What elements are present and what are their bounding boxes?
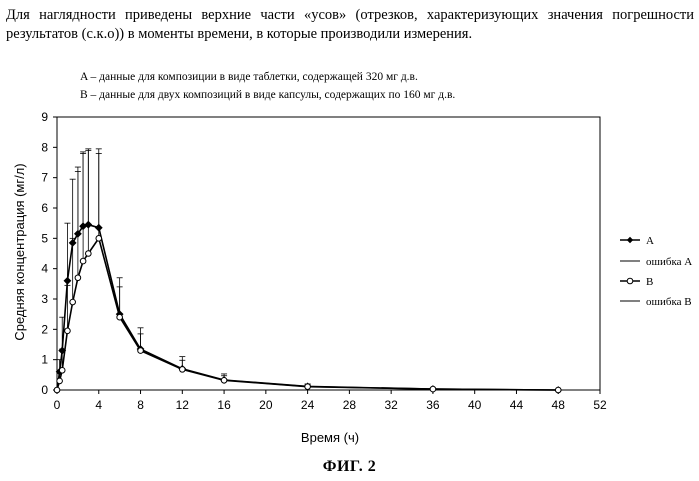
legend: Aошибка A Bошибка B — [620, 235, 692, 308]
series-markers — [54, 221, 562, 393]
data-point-b — [117, 314, 123, 320]
y-tick-label: 9 — [41, 110, 48, 124]
data-point-a — [96, 225, 102, 231]
x-tick-label: 32 — [384, 398, 398, 412]
legend-marker-a — [627, 237, 633, 243]
data-point-b — [65, 328, 71, 334]
legend-marker-b — [627, 278, 633, 284]
data-point-b — [57, 378, 63, 384]
legend-label: A — [646, 235, 654, 247]
series-lines — [57, 225, 558, 390]
y-tick-label: 5 — [41, 231, 48, 245]
x-tick-label: 52 — [593, 398, 607, 412]
data-point-b — [59, 367, 65, 373]
data-point-b — [80, 258, 86, 264]
y-tick-label: 0 — [41, 383, 48, 397]
x-tick-label: 20 — [259, 398, 273, 412]
x-tick-label: 28 — [343, 398, 357, 412]
data-point-b — [54, 387, 60, 393]
y-axis-title: Средняя концентрация (мг/л) — [12, 163, 27, 340]
y-tick-label: 8 — [41, 140, 48, 154]
legend-label: ошибка B — [646, 296, 692, 308]
data-point-b — [75, 275, 81, 281]
legend-label: B — [646, 276, 653, 288]
legend-label: ошибка A — [646, 256, 692, 268]
error-bars — [57, 149, 436, 389]
y-tick-label: 4 — [41, 262, 48, 276]
series-line-a — [57, 225, 558, 390]
x-tick-label: 12 — [176, 398, 190, 412]
x-axis-title: Время (ч) — [301, 430, 359, 445]
data-point-b — [305, 384, 311, 390]
x-tick-label: 36 — [426, 398, 440, 412]
y-axis: 0 1 2 3 4 5 6 7 8 9 — [41, 110, 57, 397]
x-tick-label: 8 — [137, 398, 144, 412]
data-point-b — [180, 367, 186, 373]
y-tick-label: 6 — [41, 201, 48, 215]
y-tick-label: 2 — [41, 322, 48, 336]
x-tick-label: 16 — [217, 398, 231, 412]
y-tick-label: 1 — [41, 353, 48, 367]
figure-caption: ФИГ. 2 — [0, 458, 699, 476]
data-point-a — [64, 278, 70, 284]
x-tick-label: 24 — [301, 398, 315, 412]
data-point-b — [70, 299, 76, 305]
x-tick-label: 4 — [95, 398, 102, 412]
data-point-b — [86, 251, 92, 257]
data-point-b — [96, 236, 102, 242]
y-tick-label: 3 — [41, 292, 48, 306]
y-tick-label: 7 — [41, 171, 48, 185]
data-point-b — [555, 387, 561, 393]
data-point-b — [138, 348, 144, 354]
data-point-b — [221, 377, 227, 383]
series-line-b — [57, 238, 558, 390]
x-tick-label: 0 — [54, 398, 61, 412]
x-axis: 0481216202428323640444852 — [54, 390, 607, 412]
x-tick-label: 40 — [468, 398, 482, 412]
x-tick-label: 48 — [552, 398, 566, 412]
data-point-b — [430, 386, 436, 392]
x-tick-label: 44 — [510, 398, 524, 412]
